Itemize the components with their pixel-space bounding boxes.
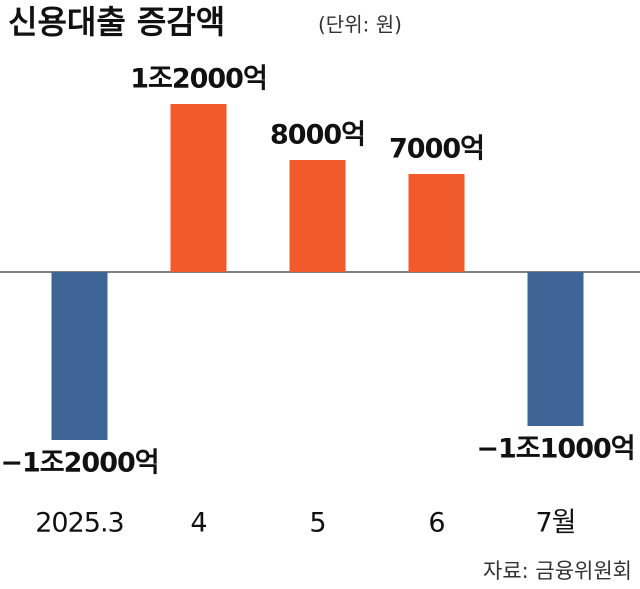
- x-tick-label: 4: [190, 508, 206, 539]
- chart-subtitle: (단위: 원): [318, 13, 402, 37]
- value-label: 7000억: [389, 134, 484, 165]
- x-tick-label: 5: [309, 508, 325, 539]
- bar: [51, 272, 108, 440]
- bar: [527, 272, 584, 426]
- x-tick-label: 2025.3: [35, 508, 123, 539]
- bar: [170, 104, 227, 272]
- value-label: 1조2000억: [130, 64, 267, 95]
- bar: [408, 174, 465, 272]
- value-label: −1조2000억: [0, 448, 158, 479]
- value-label: −1조1000억: [476, 434, 634, 465]
- x-tick-label: 6: [428, 508, 444, 539]
- x-tick-label: 7월: [535, 508, 575, 539]
- chart-title: 신용대출 증감액: [8, 3, 225, 41]
- bar: [289, 160, 346, 272]
- value-label: 8000억: [270, 120, 365, 151]
- source: 자료: 금융위원회: [483, 559, 632, 583]
